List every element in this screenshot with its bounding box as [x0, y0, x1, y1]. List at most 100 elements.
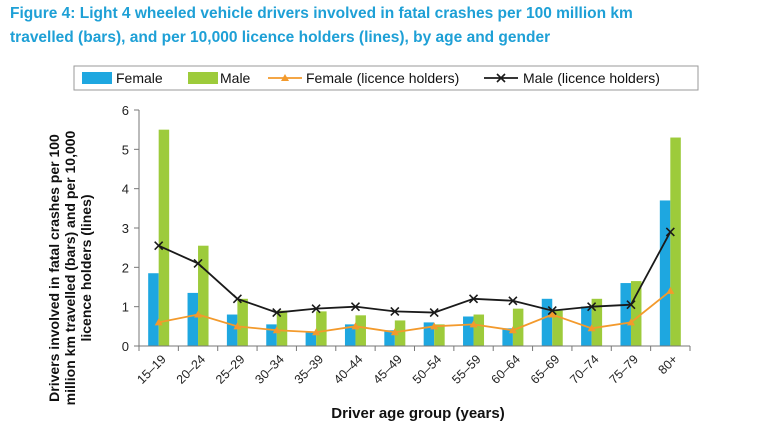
marker-female-licence-holders [469, 320, 478, 328]
marker-male-licence-holders [547, 306, 557, 316]
legend-label-male: Male [220, 70, 251, 86]
marker-female-licence-holders [548, 310, 557, 318]
bar-female [344, 324, 356, 346]
bar-male [158, 129, 170, 346]
marker-female-licence-holders [666, 286, 675, 294]
marker-male-licence-holders [390, 306, 400, 316]
marker-male-licence-holders [311, 304, 321, 314]
x-tick-label: 70–74 [567, 352, 602, 387]
x-axis-label: Driver age group (years) [331, 405, 504, 422]
bar-male [670, 137, 681, 346]
bars [148, 129, 681, 346]
marker-male-licence-holders [193, 258, 203, 268]
y-axis-label: Drivers involved in fatal crashes per 10… [46, 130, 94, 405]
x-tick-label: 80+ [656, 352, 681, 377]
x-tick-label: 25–29 [213, 352, 248, 387]
x-axis: 15–19 20–24 25–29 30–34 35–39 40–44 45–49 50–54… [134, 345, 691, 387]
x-tick-label: 65–69 [528, 352, 563, 387]
bar-female [305, 332, 317, 346]
marker-female-licence-holders [194, 310, 203, 318]
figure-title: Figure 4: Light 4 wheeled vehicle driver… [10, 2, 760, 50]
y-axis: 0 1 2 3 4 5 6 [122, 103, 140, 354]
bar-female [463, 316, 474, 346]
y-tick-label: 6 [122, 103, 129, 118]
y-tick-label: 3 [122, 221, 129, 236]
line-female-licence-holders [158, 290, 671, 334]
marker-male-licence-holders [587, 302, 597, 312]
bar-male [630, 281, 642, 346]
bar-male [316, 311, 327, 346]
x-tick-label: 50–54 [410, 352, 445, 387]
x-tick-label: 55–59 [449, 352, 484, 387]
figure-title-line-2: travelled (bars), and per 10,000 licence… [10, 29, 551, 46]
marker-female-licence-holders [587, 324, 596, 332]
legend-label-female-licence-holders: Female (licence holders) [306, 70, 459, 86]
legend-swatch-male [188, 72, 218, 84]
bar-female [187, 292, 199, 346]
marker-male-licence-holders [154, 241, 164, 251]
y-tick-label: 0 [122, 339, 129, 354]
legend-marker-male-licence-holders [496, 73, 506, 83]
line-male-licence-holders [158, 231, 672, 314]
marker-male-licence-holders [272, 308, 282, 318]
marker-female-licence-holders [312, 328, 321, 336]
bar-male [552, 310, 563, 346]
marker-female-licence-holders [430, 322, 439, 330]
marker-male-licence-holders [429, 308, 439, 318]
bar-male [355, 315, 366, 346]
marker-male-licence-holders [665, 227, 675, 237]
bar-female [384, 330, 395, 346]
legend-marker-female-licence-holders [281, 74, 289, 81]
marker-male-licence-holders [468, 294, 479, 304]
y-axis-label-line: Drivers involved in fatal crashes per 10… [46, 134, 62, 402]
marker-male-licence-holders [626, 300, 636, 310]
y-tick-label: 2 [122, 260, 129, 275]
marker-male-licence-holders [508, 296, 518, 306]
marker-female-licence-holders [508, 326, 517, 334]
bar-female [423, 322, 435, 346]
marker-female-licence-holders [233, 322, 242, 330]
y-axis-label-line: licence holders (lines) [78, 194, 94, 341]
marker-female-licence-holders [351, 322, 360, 330]
x-tick-label: 40–44 [331, 352, 366, 387]
legend-label-female: Female [116, 70, 163, 86]
legend-box [73, 65, 699, 91]
x-tick-label: 20–24 [174, 352, 209, 387]
bar-female [620, 283, 631, 346]
x-tick-label: 60–64 [489, 352, 524, 387]
legend-swatch-female [82, 72, 112, 84]
marker-female-licence-holders [272, 326, 281, 334]
bar-female [502, 328, 513, 346]
y-tick-label: 5 [122, 142, 129, 157]
bar-male [591, 298, 603, 346]
legend: Female Male Female (licence holders) Male (… [73, 65, 699, 91]
marker-male-licence-holders [350, 302, 361, 312]
x-tick-label: 15–19 [134, 352, 169, 387]
marker-female-licence-holders [626, 318, 635, 326]
bar-male [276, 310, 288, 346]
x-tick-label: 35–39 [292, 352, 327, 387]
x-tick-label: 75–79 [607, 352, 642, 387]
legend-label-male-licence-holders: Male (licence holders) [523, 70, 660, 86]
marker-male-licence-holders [232, 294, 242, 304]
marker-female-licence-holders [390, 328, 399, 336]
figure-title-line-1: Figure 4: Light 4 wheeled vehicle driver… [10, 5, 633, 22]
bar-female [541, 298, 553, 346]
x-tick-label: 45–49 [370, 352, 405, 387]
bar-female [226, 314, 238, 346]
bar-male [237, 298, 248, 346]
bar-female [148, 273, 159, 346]
bar-male [473, 314, 485, 346]
x-tick-label: 30–34 [252, 352, 287, 387]
lines [154, 227, 675, 336]
bar-male [434, 324, 445, 346]
y-tick-label: 4 [122, 182, 129, 197]
bar-female [659, 200, 671, 346]
bar-male [394, 320, 406, 346]
bar-female [266, 324, 277, 346]
y-axis-label-line: million km travelled (bars) and per 10,0… [62, 130, 78, 405]
marker-female-licence-holders [154, 318, 163, 326]
bar-male [198, 245, 209, 346]
y-tick-label: 1 [122, 300, 129, 315]
